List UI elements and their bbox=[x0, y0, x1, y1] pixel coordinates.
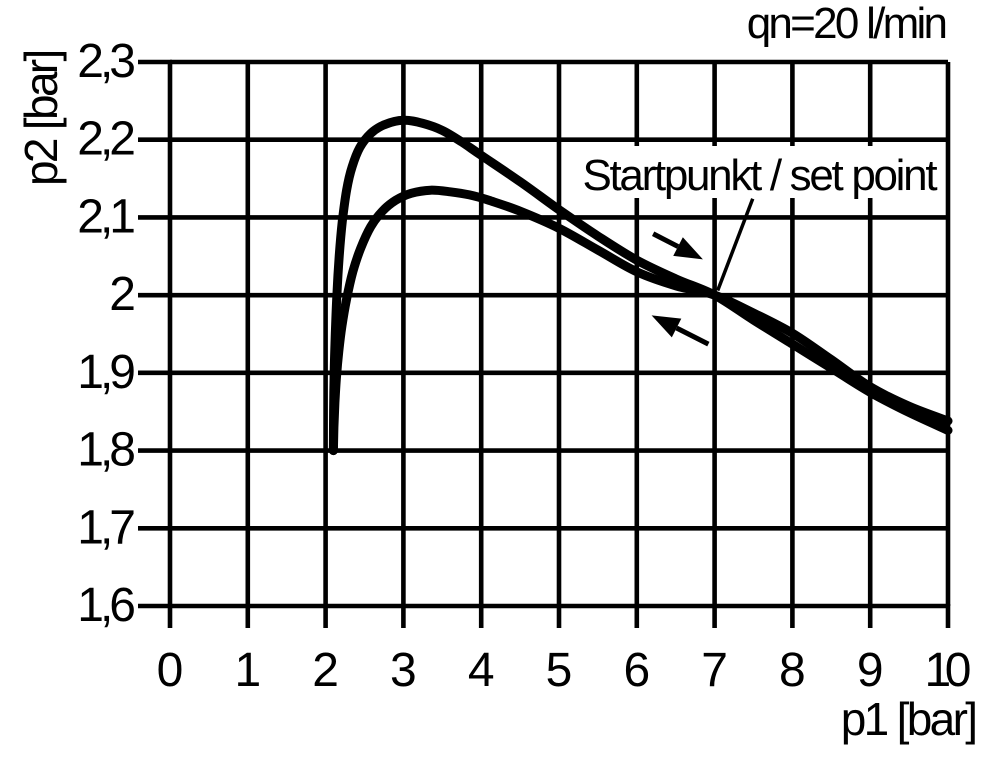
direction-arrows bbox=[651, 231, 710, 347]
curve-upper-hysteresis-branch bbox=[328, 115, 953, 456]
forward-direction-arrow-shaft bbox=[651, 231, 680, 249]
y-tick-label: 1,9 bbox=[77, 346, 136, 399]
set-point-annotation: Startpunkt / set point bbox=[582, 151, 937, 200]
forward-direction-arrow-head bbox=[673, 237, 703, 260]
curve-lower-hysteresis-branch bbox=[328, 185, 953, 456]
y-tick-label: 2,3 bbox=[77, 35, 136, 88]
tick-layer bbox=[138, 59, 951, 628]
curve-layer bbox=[328, 115, 953, 456]
x-tick-label: 9 bbox=[857, 644, 884, 697]
y-tick-label: 1,8 bbox=[77, 424, 136, 477]
return-direction-arrow-head bbox=[651, 315, 682, 338]
grid-layer bbox=[167, 59, 951, 609]
y-tick-label: 2,2 bbox=[77, 113, 136, 166]
x-axis-title: p1 [bar] bbox=[841, 693, 978, 745]
y-tick-label: 1,6 bbox=[77, 579, 136, 632]
y-tick-label: 1,7 bbox=[77, 501, 136, 554]
x-tick-label: 4 bbox=[468, 644, 495, 697]
x-tick-label: 0 bbox=[157, 644, 184, 697]
x-tick-label: 5 bbox=[546, 644, 573, 697]
y-axis-title: p2 [bar] bbox=[15, 49, 67, 186]
annotation-callout-line bbox=[716, 198, 755, 292]
x-tick-label: 8 bbox=[779, 644, 806, 697]
y-tick-label: 2,1 bbox=[77, 190, 136, 243]
x-tick-label: 6 bbox=[623, 644, 650, 697]
x-tick-label: 10 bbox=[925, 644, 972, 697]
flow-rate-label: qn=20 l/min bbox=[747, 0, 948, 48]
y-tick-label: 2 bbox=[109, 268, 136, 321]
annotation-label-box bbox=[573, 146, 940, 198]
x-tick-label: 3 bbox=[390, 644, 417, 697]
x-tick-label: 1 bbox=[234, 644, 261, 697]
tick-label-layer: 0 1 2 3 4 5 6 7 8 9 102,32,22,121,91,81,71,6 bbox=[77, 35, 971, 697]
x-tick-label: 2 bbox=[312, 644, 339, 697]
x-tick-label: 7 bbox=[701, 644, 728, 697]
return-direction-arrow-shaft bbox=[675, 325, 710, 347]
